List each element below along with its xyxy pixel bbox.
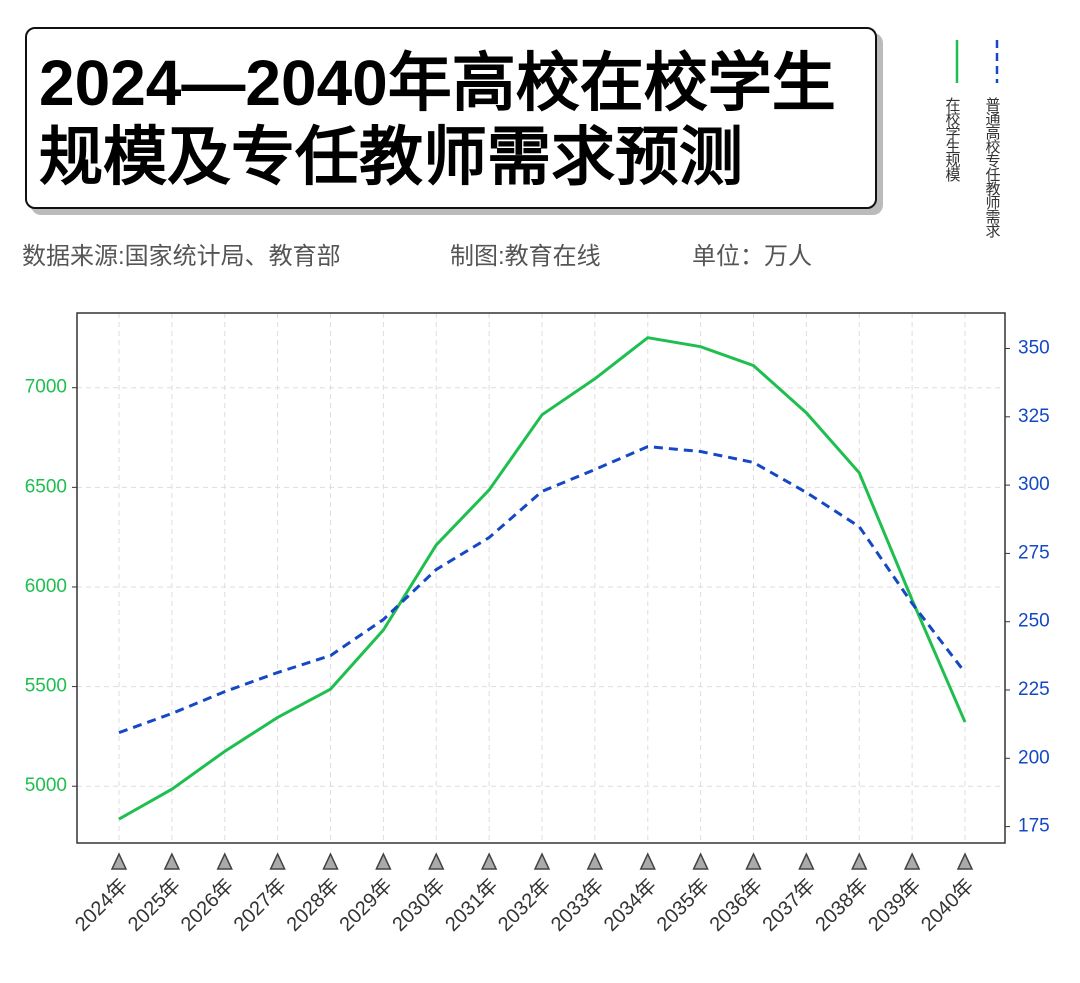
x-marker (163, 852, 181, 870)
x-marker (903, 852, 921, 870)
y-tick-label: 6000 (25, 576, 67, 597)
x-tick-label: 2033年 (546, 874, 608, 936)
unit: 单位：万人 (692, 243, 812, 270)
x-marker (798, 852, 815, 870)
x-marker (586, 852, 604, 870)
y2-tick-label: 275 (1018, 542, 1050, 563)
x-tick-label: 2027年 (229, 874, 291, 936)
x-marker (956, 852, 974, 870)
legend-label: 普通高校专任教师需求 (984, 97, 1001, 238)
series-line (118, 445, 967, 735)
x-marker (375, 852, 392, 870)
x-tick-label: 2037年 (758, 874, 820, 936)
x-marker (851, 852, 868, 870)
y-tick-label: 7000 (25, 377, 67, 398)
x-tick-label: 2030年 (388, 874, 450, 936)
y-tick-label: 6500 (25, 476, 67, 497)
x-tick-label: 2032年 (493, 874, 555, 936)
y-tick-label: 5500 (25, 676, 67, 697)
x-marker (480, 852, 498, 870)
x-marker (692, 852, 709, 870)
y-tick-label: 5000 (25, 775, 67, 796)
credit: 制图:教育在线 (450, 243, 601, 270)
source: 数据来源:国家统计局、教育部 (22, 243, 341, 270)
y2-tick-label: 350 (1018, 338, 1050, 359)
title: 2024—2040年高校在校学生 (39, 47, 836, 119)
x-tick-label: 2025年 (123, 874, 185, 936)
y2-tick-label: 300 (1018, 474, 1050, 495)
y2-tick-label: 175 (1018, 816, 1050, 837)
y2-tick-label: 325 (1018, 406, 1050, 427)
title-box: 2024—2040年高校在校学生 规模及专任教师需求预测 (25, 27, 877, 209)
x-marker (322, 852, 339, 870)
x-marker (110, 852, 128, 870)
x-tick-label: 2039年 (864, 874, 926, 936)
x-tick-label: 2028年 (282, 874, 344, 936)
title: 规模及专任教师需求预测 (39, 121, 743, 193)
x-tick-label: 2034年 (599, 874, 661, 936)
x-tick-label: 2029年 (335, 874, 397, 936)
x-marker (745, 852, 762, 870)
x-marker (639, 852, 656, 870)
x-marker (533, 852, 551, 870)
x-tick-label: 2040年 (916, 874, 978, 936)
legend-label: 在校学生规模 (944, 97, 961, 182)
y2-tick-label: 225 (1018, 679, 1050, 700)
plot-frame (76, 312, 1006, 844)
x-marker (428, 852, 445, 870)
x-marker (216, 852, 233, 870)
y2-tick-label: 250 (1018, 611, 1050, 632)
series-line (118, 336, 967, 821)
x-tick-label: 2026年 (176, 874, 238, 936)
y2-tick-label: 200 (1018, 747, 1050, 768)
x-tick-label: 2035年 (652, 874, 714, 936)
x-tick-label: 2024年 (70, 874, 132, 936)
x-marker (269, 852, 286, 870)
x-tick-label: 2038年 (811, 874, 873, 936)
x-tick-label: 2031年 (441, 874, 503, 936)
x-tick-label: 2036年 (705, 874, 767, 936)
